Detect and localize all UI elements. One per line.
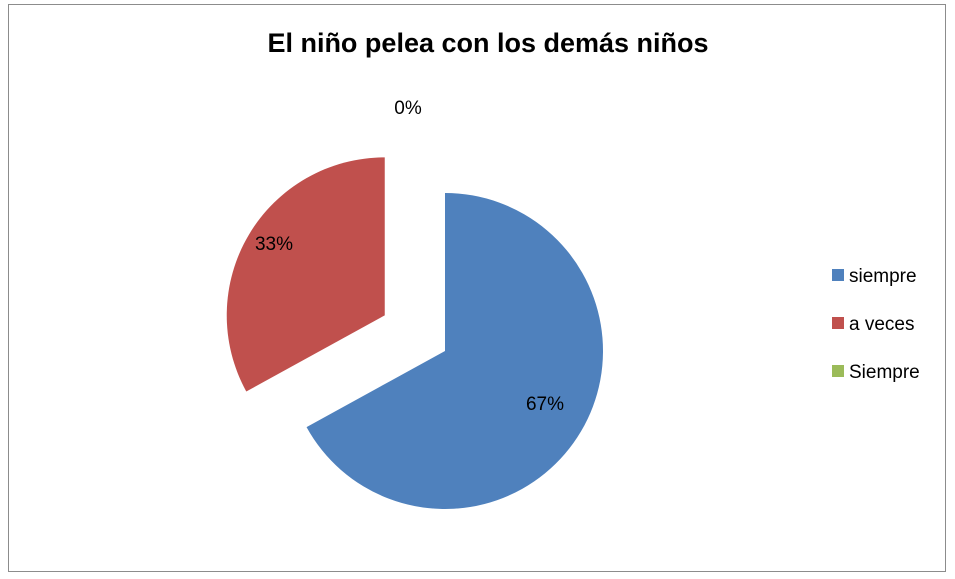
legend-label-1: a veces: [849, 314, 914, 335]
legend-swatch-2: [832, 365, 844, 377]
legend-label-0: siempre: [849, 266, 917, 287]
legend-label-2: Siempre: [849, 362, 920, 383]
chart-title: El niño pelea con los demás niños: [267, 28, 709, 58]
data-label-2: 0%: [394, 98, 422, 119]
data-label-0: 67%: [526, 394, 564, 415]
pie-slice-siempre: [306, 193, 604, 509]
legend-swatch-0: [832, 269, 844, 281]
pie-slice-a-veces: [226, 157, 385, 392]
data-label-1: 33%: [255, 234, 293, 255]
legend-swatch-1: [832, 317, 844, 329]
